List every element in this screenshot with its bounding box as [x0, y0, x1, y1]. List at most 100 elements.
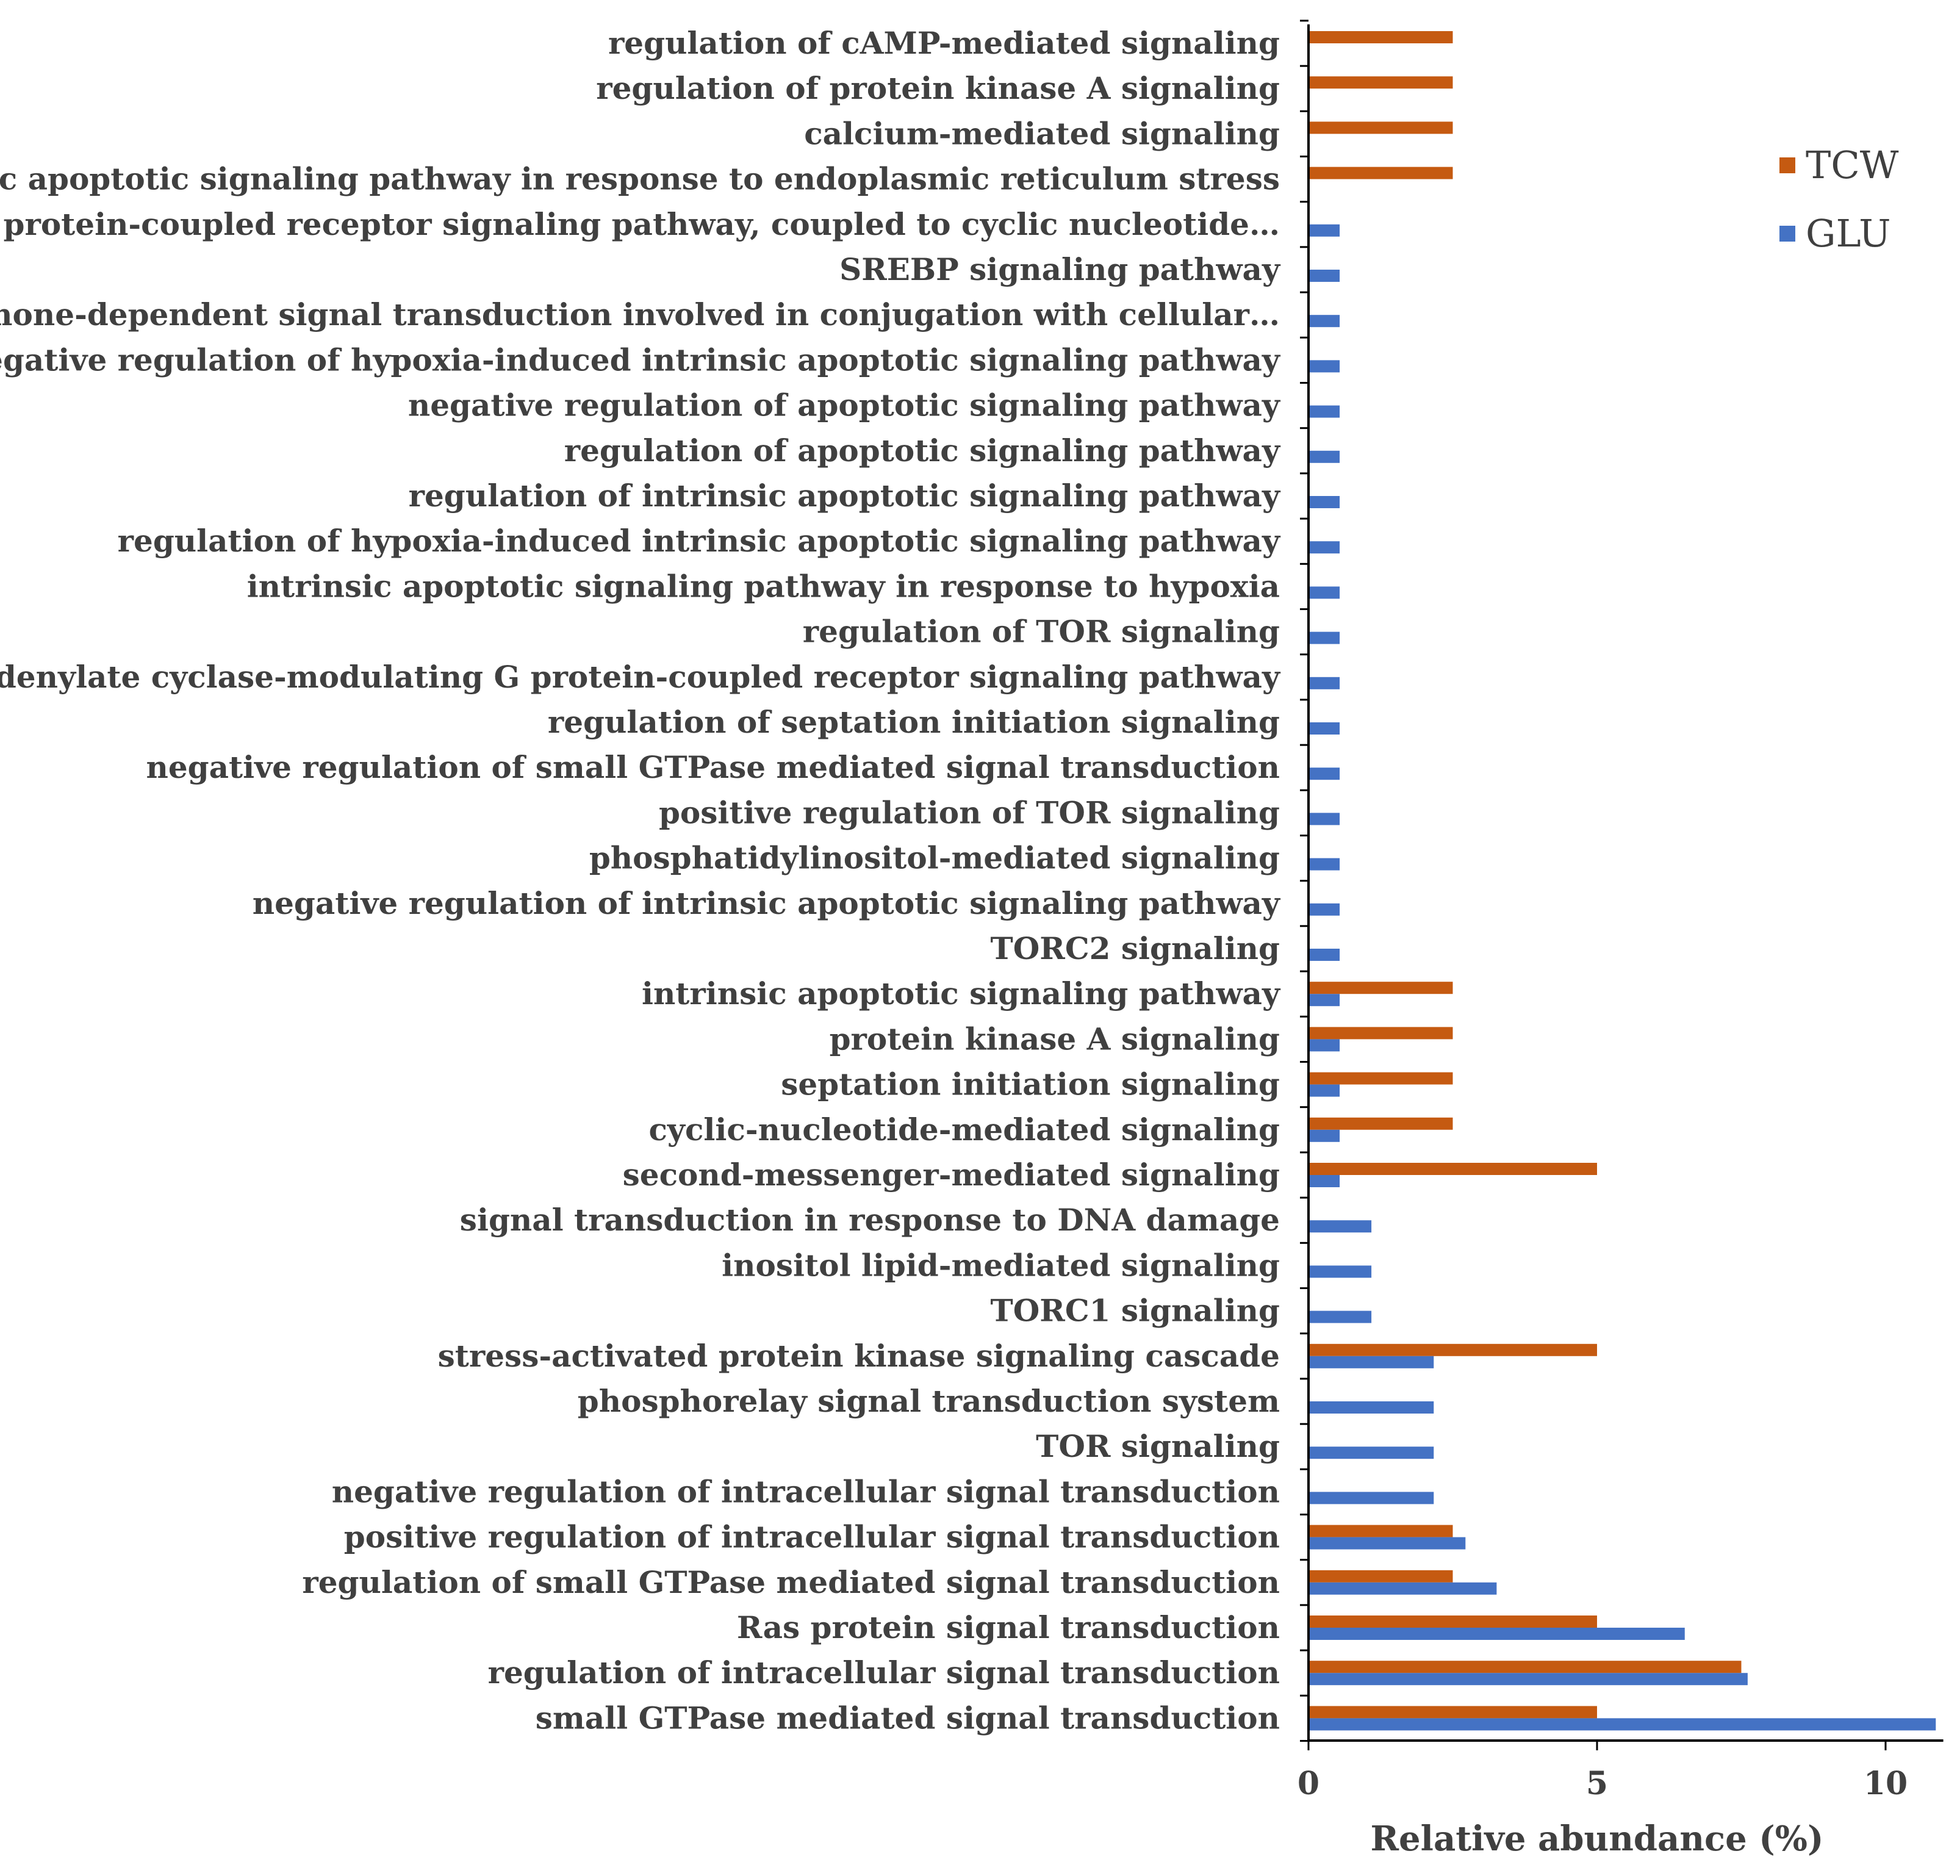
category-label: TORC2 signaling — [991, 930, 1280, 966]
category-label: calcium-mediated signaling — [804, 115, 1280, 151]
category-label: TORC1 signaling — [991, 1293, 1280, 1329]
bar-glu-32 — [1308, 1447, 1434, 1459]
category-label: pheromone-dependent signal transduction … — [0, 296, 1280, 332]
bar-tcw-22 — [1308, 982, 1453, 994]
bar-glu-8 — [1308, 360, 1340, 373]
bar-tcw-30 — [1308, 1343, 1597, 1356]
bar-glu-31 — [1308, 1401, 1434, 1414]
bar-glu-29 — [1308, 1310, 1372, 1323]
legend-swatch-tcw — [1779, 157, 1795, 173]
category-label: phosphatidylinositol-mediated signaling — [589, 840, 1280, 876]
category-label: protein kinase A signaling — [830, 1021, 1280, 1057]
category-label: intrinsic apoptotic signaling pathway in… — [0, 161, 1280, 197]
bar-glu-35 — [1308, 1582, 1497, 1595]
bar-glu-12 — [1308, 541, 1340, 554]
category-label: negative regulation of hypoxia-induced i… — [0, 342, 1281, 378]
bar-glu-19 — [1308, 858, 1340, 871]
bar-glu-15 — [1308, 677, 1340, 689]
bar-glu-33 — [1308, 1492, 1434, 1504]
category-label: regulation of intracellular signal trans… — [488, 1655, 1280, 1691]
category-label: regulation of hypoxia-induced intrinsic … — [118, 523, 1281, 559]
bar-tcw-25 — [1308, 1117, 1453, 1130]
bar-glu-11 — [1308, 496, 1340, 508]
bar-tcw-26 — [1308, 1163, 1597, 1175]
bar-glu-6 — [1308, 270, 1340, 282]
bar-glu-16 — [1308, 722, 1340, 735]
category-label: negative regulation of apoptotic signali… — [408, 387, 1281, 423]
category-label: regulation of apoptotic signaling pathwa… — [564, 433, 1281, 469]
axes: 0 5 10 — [1298, 20, 1944, 1802]
bar-tcw-4 — [1308, 167, 1453, 179]
bar-glu-28 — [1308, 1265, 1372, 1278]
bar-glu-21 — [1308, 949, 1340, 961]
x-axis-title: Relative abundance (%) — [1371, 1819, 1824, 1859]
legend-label-glu: GLU — [1806, 211, 1891, 256]
category-label: negative regulation of small GTPase medi… — [146, 749, 1280, 785]
category-label: SREBP signaling pathway — [839, 251, 1281, 287]
category-label: septation initiation signaling — [781, 1066, 1280, 1102]
category-label: positive regulation of intracellular sig… — [344, 1519, 1280, 1555]
legend-label-tcw: TCW — [1806, 143, 1899, 187]
category-labels: regulation of cAMP-mediated signaling reg… — [0, 25, 1281, 1736]
category-label: adenylate cyclase-modulating G protein-c… — [0, 659, 1281, 695]
category-label: regulation of intrinsic apoptotic signal… — [409, 478, 1281, 514]
category-label: TOR signaling — [1036, 1428, 1280, 1464]
category-label: regulation of protein kinase A signaling — [596, 70, 1280, 106]
category-label: G protein-coupled receptor signaling pat… — [0, 206, 1280, 242]
bar-glu-14 — [1308, 631, 1340, 644]
category-label: Ras protein signal transduction — [737, 1609, 1280, 1645]
bar-glu-23 — [1308, 1039, 1340, 1052]
bar-tcw-37 — [1308, 1661, 1742, 1673]
legend-swatch-glu — [1779, 226, 1795, 242]
bar-glu-22 — [1308, 994, 1340, 1007]
bar-glu-18 — [1308, 813, 1340, 825]
bar-glu-5 — [1308, 224, 1340, 237]
bar-glu-17 — [1308, 767, 1340, 780]
category-label: regulation of septation initiation signa… — [548, 704, 1280, 740]
bar-tcw-1 — [1308, 31, 1453, 43]
category-label: inositol lipid-mediated signaling — [722, 1247, 1280, 1283]
bar-tcw-34 — [1308, 1525, 1453, 1537]
bar-glu-9 — [1308, 405, 1340, 418]
bar-glu-38 — [1308, 1718, 1936, 1731]
category-label: regulation of small GTPase mediated sign… — [302, 1564, 1280, 1600]
category-label: stress-activated protein kinase signalin… — [438, 1338, 1280, 1374]
bar-glu-25 — [1308, 1129, 1340, 1142]
bar-glu-34 — [1308, 1537, 1466, 1550]
category-label: phosphorelay signal transduction system — [578, 1383, 1280, 1419]
category-label: negative regulation of intrinsic apoptot… — [253, 885, 1281, 921]
bar-tcw-35 — [1308, 1570, 1453, 1583]
category-label: intrinsic apoptotic signaling pathway — [642, 976, 1281, 1012]
category-label: cyclic-nucleotide-mediated signaling — [648, 1112, 1280, 1148]
bar-glu-36 — [1308, 1628, 1685, 1640]
bar-tcw-24 — [1308, 1072, 1453, 1085]
bar-glu-27 — [1308, 1220, 1372, 1233]
bar-tcw-38 — [1308, 1706, 1597, 1719]
bar-glu-26 — [1308, 1175, 1340, 1187]
x-tick-label: 0 — [1298, 1765, 1319, 1802]
x-tick-label: 5 — [1586, 1765, 1608, 1802]
category-label: regulation of TOR signaling — [803, 614, 1280, 650]
category-label: signal transduction in response to DNA d… — [460, 1202, 1280, 1238]
bar-glu-20 — [1308, 903, 1340, 916]
category-label: regulation of cAMP-mediated signaling — [608, 25, 1280, 61]
plot-area — [1308, 31, 1936, 1731]
bar-glu-30 — [1308, 1356, 1434, 1368]
bar-glu-37 — [1308, 1673, 1748, 1686]
category-label: intrinsic apoptotic signaling pathway in… — [247, 568, 1280, 604]
bar-tcw-36 — [1308, 1615, 1597, 1628]
bar-tcw-3 — [1308, 121, 1453, 134]
legend: TCW GLU — [1779, 143, 1899, 256]
bar-glu-24 — [1308, 1084, 1340, 1097]
bar-tcw-23 — [1308, 1027, 1453, 1040]
bar-glu-7 — [1308, 315, 1340, 328]
x-tick-label: 10 — [1864, 1765, 1908, 1802]
category-label: negative regulation of intracellular sig… — [332, 1473, 1280, 1509]
category-label: positive regulation of TOR signaling — [659, 794, 1280, 830]
bar-glu-10 — [1308, 450, 1340, 463]
bar-tcw-2 — [1308, 76, 1453, 89]
category-label: second-messenger-mediated signaling — [623, 1157, 1280, 1193]
bar-glu-13 — [1308, 586, 1340, 599]
category-label: small GTPase mediated signal transductio… — [536, 1700, 1280, 1736]
